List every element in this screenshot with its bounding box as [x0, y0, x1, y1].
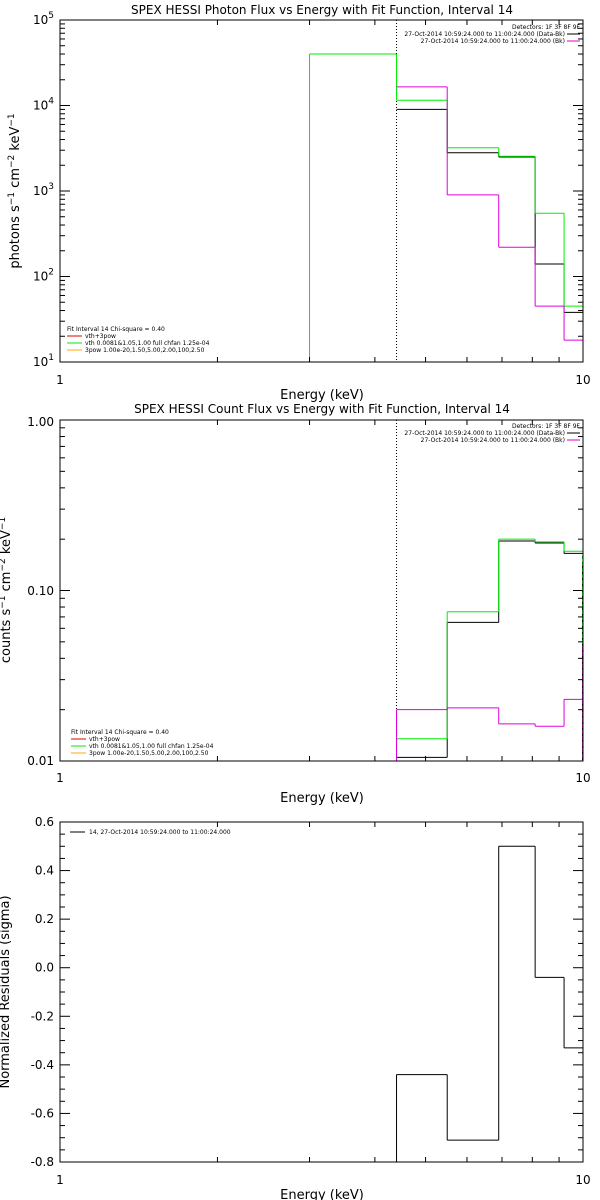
series-group	[396, 845, 584, 1141]
y-tick-label: 103	[33, 182, 54, 198]
x-axis-label: Energy (keV)	[280, 791, 364, 806]
residuals-y-tick-labels: -0.8 -0.6 -0.4 -0.2 0.0 0.2 0.4 0.6	[31, 815, 54, 1169]
legend-entry-data-bk: 27-Oct-2014 10:59:24.000 to 11:00:24.000…	[404, 430, 565, 437]
residuals-panel: 1 10 Energy (keV) -0.8 -0.6 -0.4 -0.2 0.0 0.2…	[0, 815, 591, 1200]
legend-entry-bk: 27-Oct-2014 10:59:24.000 to 11:00:24.000…	[421, 38, 565, 45]
detectors-label: Detectors: 1F 3F 8F 9F	[512, 423, 581, 430]
y-tick-label: 105	[33, 11, 54, 27]
count-flux-data	[396, 420, 584, 761]
series-group	[396, 540, 584, 761]
legend-entry-vth: vth 0.0081&1.05,1.00 full chfan 1.25e-04	[85, 340, 210, 347]
legend-entry-model: vth+3pow	[85, 333, 116, 340]
y-tick-label: 102	[33, 268, 54, 284]
series-group	[396, 646, 584, 761]
legend-entry-3pow: 3pow 1.00e-20,1.50,5.00,2.00,100,2.50	[85, 347, 205, 354]
detectors-label: Detectors: 1F 3F 8F 9F	[512, 24, 581, 31]
chart-title: SPEX HESSI Photon Flux vs Energy with Fi…	[131, 3, 513, 17]
y-tick-label: -0.8	[31, 1155, 54, 1169]
y-tick-label: -0.6	[31, 1106, 54, 1120]
y-tick-label: 0.2	[35, 912, 54, 926]
series-group	[309, 53, 583, 362]
photon-flux-panel: SPEX HESSI Photon Flux vs Energy with Fi…	[7, 3, 591, 403]
legend-entry-bk: 27-Oct-2014 10:59:24.000 to 11:00:24.000…	[421, 437, 565, 444]
y-tick-label: 0.0	[35, 961, 54, 975]
series-group	[396, 86, 584, 357]
x-tick-label: 1	[56, 373, 64, 387]
fit-interval-label: Fit Interval 14 Chi-square = 0.40	[67, 326, 165, 333]
plot-frame	[59, 821, 584, 1163]
y-tick-label: 101	[33, 353, 54, 369]
y-tick-label: 0.6	[35, 815, 54, 829]
legend-entry-model: vth+3pow	[89, 736, 120, 743]
y-tick-label: 0.01	[27, 754, 54, 768]
photon-flux-ticks	[59, 19, 584, 363]
y-tick-label: 104	[33, 97, 54, 113]
photon-flux-data	[309, 20, 584, 362]
legend-entry-3pow: 3pow 1.00e-20,1.50,5.00,2.00,100,2.50	[89, 750, 209, 757]
x-tick-label: 1	[56, 1173, 64, 1187]
y-tick-label: -0.4	[31, 1058, 54, 1072]
residuals-ticks	[59, 821, 584, 1163]
chart-title: SPEX HESSI Count Flux vs Energy with Fit…	[134, 402, 510, 416]
series-group	[396, 108, 583, 313]
y-axis-label: counts s−1 cm−2 keV−1	[0, 517, 14, 663]
residuals-data	[396, 845, 584, 1162]
plot-frame	[59, 19, 584, 363]
x-tick-label: 10	[575, 373, 590, 387]
count-flux-ticks	[59, 419, 584, 762]
x-tick-label: 10	[575, 771, 590, 785]
y-tick-label: 0.4	[35, 864, 54, 878]
legend-entry-residuals: 14, 27-Oct-2014 10:59:24.000 to 11:00:24…	[89, 829, 231, 836]
y-axis-label: photons s−1 cm−2 keV−1	[7, 113, 23, 268]
y-tick-label: 0.10	[27, 584, 54, 598]
fit-interval-label: Fit Interval 14 Chi-square = 0.40	[71, 729, 169, 736]
x-axis-label: Energy (keV)	[280, 1188, 364, 1200]
y-tick-label: -0.2	[31, 1009, 54, 1023]
plot-frame	[59, 419, 584, 762]
count-flux-panel: SPEX HESSI Count Flux vs Energy with Fit…	[0, 402, 591, 806]
x-tick-label: 1	[56, 771, 64, 785]
x-axis-label: Energy (keV)	[280, 388, 364, 403]
y-axis-label: Normalized Residuals (sigma)	[0, 895, 13, 1088]
series-group	[396, 538, 584, 761]
y-tick-label: 1.00	[27, 415, 54, 429]
legend-entry-vth: vth 0.0081&1.05,1.00 full chfan 1.25e-04	[89, 743, 214, 750]
x-tick-label: 10	[575, 1173, 590, 1187]
legend-entry-data-bk: 27-Oct-2014 10:59:24.000 to 11:00:24.000…	[404, 31, 565, 38]
